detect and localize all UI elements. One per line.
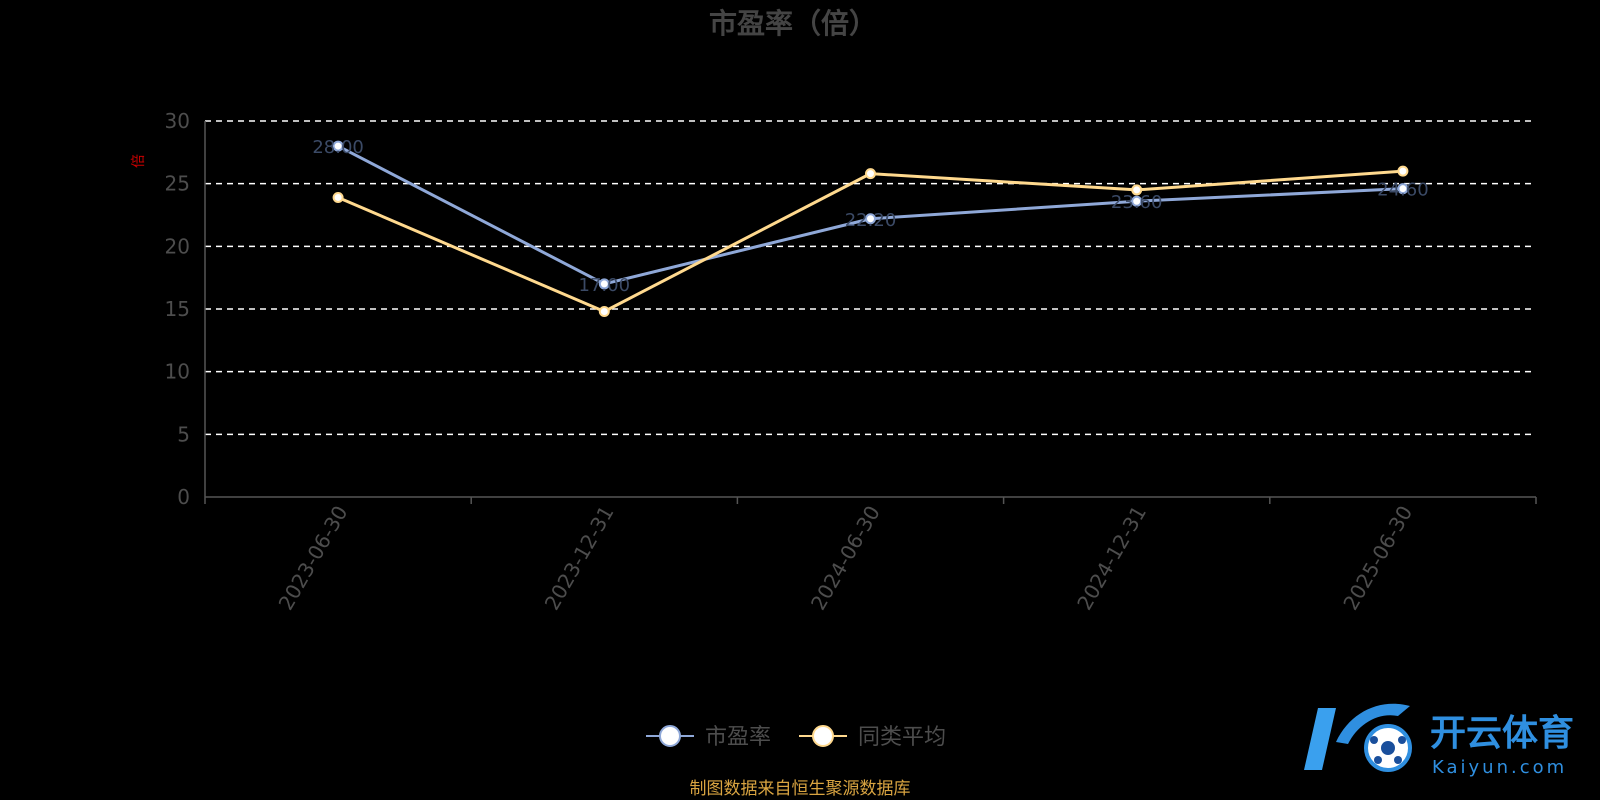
grid-lines xyxy=(205,120,1536,436)
data-label: 23.60 xyxy=(1111,192,1163,213)
x-tick-label: 2023-12-31 xyxy=(540,502,619,615)
legend-label-pe: 市盈率 xyxy=(705,725,771,750)
data-point[interactable] xyxy=(1131,195,1143,207)
legend[interactable]: 市盈率 同类平均 xyxy=(646,725,946,750)
legend-item-peer-average[interactable]: 同类平均 xyxy=(799,725,946,750)
y-tick-label: 30 xyxy=(165,109,190,133)
y-tick-label: 20 xyxy=(165,234,190,258)
logo-brand-en: Kaiyun.com xyxy=(1432,757,1567,778)
legend-label-peer-average: 同类平均 xyxy=(858,725,946,750)
data-point[interactable] xyxy=(332,140,344,152)
logo-k-mark xyxy=(1304,708,1336,770)
logo-brand-cn: 开云体育 xyxy=(1430,713,1574,754)
y-axis-unit-label: 倍 xyxy=(131,154,147,168)
data-point[interactable] xyxy=(332,191,344,203)
y-tick-label: 0 xyxy=(177,485,190,509)
y-tick-label: 5 xyxy=(177,422,190,446)
y-tick-label: 25 xyxy=(165,172,190,196)
data-label: 17.00 xyxy=(579,275,631,296)
y-axis-ticks: 0 5 10 15 20 25 30 xyxy=(165,109,190,509)
source-note: 制图数据来自恒生聚源数据库 xyxy=(690,779,911,799)
chart-title: 市盈率（倍） xyxy=(709,7,877,40)
data-label: 28.00 xyxy=(312,137,364,158)
y-tick-label: 10 xyxy=(165,360,190,384)
data-point[interactable] xyxy=(865,213,876,225)
data-point[interactable] xyxy=(1397,165,1409,177)
axes xyxy=(204,121,1537,504)
x-axis-ticks: 2023-06-30 2023-12-31 2024-06-30 2024-12-31… xyxy=(274,502,1418,615)
data-point[interactable] xyxy=(1397,183,1409,195)
series-layer: 28.00 17.00 22.20 23.60 24.60 xyxy=(312,137,1429,318)
kaiyun-logo: 开云体育 Kaiyun.com xyxy=(1304,703,1574,778)
x-tick-label: 2024-06-30 xyxy=(806,502,885,615)
series-line-1 xyxy=(337,169,1404,314)
data-point[interactable] xyxy=(865,168,876,180)
data-label: 22.20 xyxy=(845,210,897,231)
x-tick-label: 2024-12-31 xyxy=(1072,502,1151,615)
data-point[interactable] xyxy=(1131,184,1143,196)
x-tick-label: 2023-06-30 xyxy=(274,502,353,615)
x-tick-label: 2025-06-30 xyxy=(1338,502,1417,615)
data-label: 24.60 xyxy=(1377,180,1429,201)
data-point[interactable] xyxy=(598,278,610,290)
y-tick-label: 15 xyxy=(165,297,190,321)
data-point[interactable] xyxy=(598,306,610,318)
legend-item-pe[interactable]: 市盈率 xyxy=(646,725,771,750)
